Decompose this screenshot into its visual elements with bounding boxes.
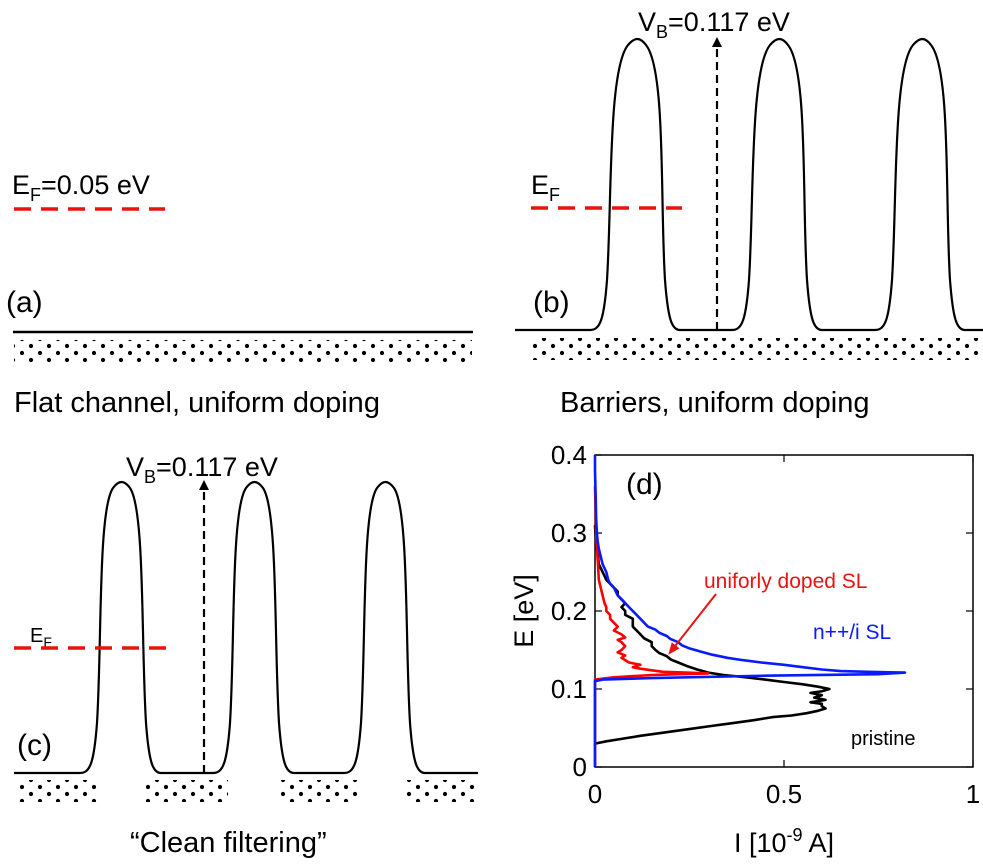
panel-d-letter: (d) bbox=[626, 468, 663, 501]
panel-b-barrier-profile bbox=[515, 37, 983, 332]
y-tick-label: 0 bbox=[573, 752, 587, 782]
panel-a-dopant-dots bbox=[14, 340, 472, 362]
x-tick-label: 0.5 bbox=[766, 779, 802, 809]
panel-a: EF=0.05 eV (a) Flat channel, uniform dop… bbox=[6, 170, 473, 419]
panel-b-dopant-dots bbox=[532, 338, 983, 360]
panel-c-dopant-dots-4 bbox=[406, 780, 478, 802]
panel-c-dopant-dots-3 bbox=[278, 780, 360, 802]
npp-sl-label: n++/i SL bbox=[813, 621, 891, 644]
panel-c-vb-label: VB=0.117 eV bbox=[126, 452, 278, 487]
panel-c-caption: “Clean filtering” bbox=[130, 827, 327, 859]
y-tick-label: 0.3 bbox=[551, 518, 587, 548]
panel-b-ef-label: EF bbox=[531, 170, 560, 205]
chart-x-ticks: 0 0.5 1 bbox=[588, 455, 980, 809]
uniform-sl-annotation-arrow bbox=[668, 593, 717, 655]
y-tick-label: 0.1 bbox=[551, 674, 587, 704]
pristine-series-line bbox=[593, 525, 831, 745]
npp-sl-series-line bbox=[593, 455, 907, 767]
panel-b-letter: (b) bbox=[533, 286, 570, 319]
panel-a-ef-label: EF=0.05 eV bbox=[12, 170, 150, 205]
panel-d-chart: 00.10.20.30.4 0 0.5 1 (d) uniforly doped S… bbox=[509, 440, 980, 858]
panel-c-barrier-profile bbox=[14, 480, 478, 775]
panel-c-letter: (c) bbox=[17, 729, 52, 762]
x-tick-label: 0 bbox=[588, 779, 602, 809]
y-tick-label: 0.2 bbox=[551, 596, 587, 626]
x-tick-label: 1 bbox=[966, 779, 980, 809]
panel-b: VB=0.117 eV EF (b) Barriers, uniform dop… bbox=[515, 7, 983, 419]
panel-a-letter: (a) bbox=[6, 286, 43, 319]
chart-y-axis-label: E [eV] bbox=[509, 574, 539, 648]
uniform-sl-series-line bbox=[593, 486, 710, 767]
y-tick-label: 0.4 bbox=[551, 440, 587, 470]
pristine-label: pristine bbox=[851, 728, 915, 750]
panel-b-caption: Barriers, uniform doping bbox=[560, 387, 869, 419]
chart-plot-frame bbox=[594, 454, 974, 768]
chart-x-axis-label: I [10-9 A] bbox=[734, 825, 834, 858]
panel-c-ef-label: EF bbox=[30, 625, 52, 650]
chart-y-ticks: 0 0.1 0.2 0.3 0.4 bbox=[551, 440, 973, 782]
panel-c: VB=0.117 eV EF (c) “Clean filtering” bbox=[14, 452, 478, 859]
panel-b-vb-label: VB=0.117 eV bbox=[638, 7, 790, 42]
chart-series bbox=[593, 455, 907, 767]
panel-c-dopant-dots-1 bbox=[18, 780, 100, 802]
panel-a-caption: Flat channel, uniform doping bbox=[14, 387, 380, 419]
uniform-sl-label: uniforly doped SL bbox=[704, 570, 867, 593]
panel-c-dopant-dots-2 bbox=[146, 780, 228, 802]
